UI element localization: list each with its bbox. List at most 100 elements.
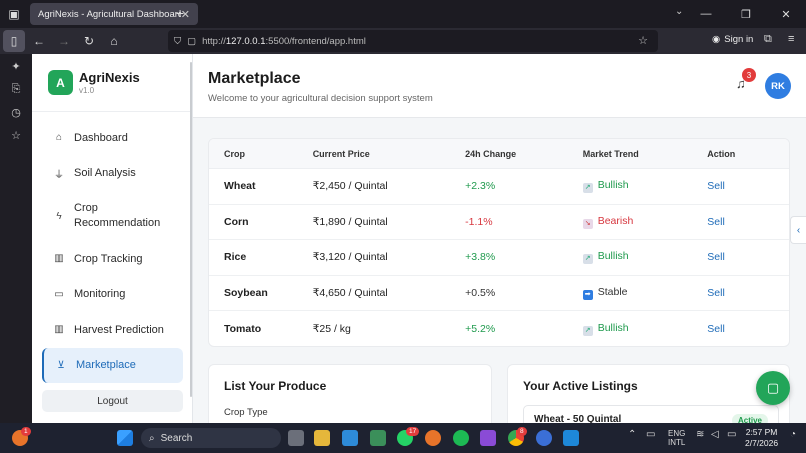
file-explorer-icon[interactable]: [314, 430, 330, 446]
sidebar-item-crop-recommendation[interactable]: ϟ Crop Recommendation: [42, 191, 183, 241]
crop-price: ₹3,120 / Quintal: [312, 251, 388, 264]
volume-icon[interactable]: ◁: [711, 429, 719, 440]
active-listings-card: Your Active Listings Wheat - 50 Quintal …: [507, 364, 790, 423]
crop-price: ₹25 / kg: [312, 322, 351, 335]
sidebar-toggle-icon[interactable]: ▯: [3, 30, 25, 52]
price-change: +0.5%: [465, 286, 496, 299]
window-controls: — ❐ ✕: [686, 0, 806, 28]
search-placeholder: Search: [160, 432, 193, 444]
firefox-icon[interactable]: [425, 430, 441, 446]
lang-code: ENG: [668, 429, 686, 438]
market-trend: Bearish: [597, 214, 634, 227]
crop-name: Rice: [224, 251, 247, 264]
chat-button[interactable]: ▢: [756, 371, 790, 405]
clock-time: 2:57 PM: [745, 427, 778, 437]
account-icon: ◉: [712, 34, 721, 45]
app-window: A AgriNexis v1.0 ⌂ Dashboard ⏚ Soil Anal…: [32, 54, 806, 423]
avatar[interactable]: RK: [765, 73, 791, 99]
sidebar-item-dashboard[interactable]: ⌂ Dashboard: [42, 120, 183, 156]
close-window-icon[interactable]: ✕: [781, 8, 791, 21]
card-title: Your Active Listings: [523, 379, 638, 393]
column-header: Market Trend: [582, 148, 639, 159]
chevron-down-icon[interactable]: ⌄: [675, 6, 684, 17]
synced-tabs-icon[interactable]: ⎘: [11, 83, 21, 95]
sidebar-item-marketplace[interactable]: ⊻ Marketplace: [42, 347, 183, 383]
url-bar[interactable]: ⛉ ▢ http://127.0.0.1:5500/frontend/app.h…: [168, 30, 658, 52]
table-header: Crop Current Price 24h Change Market Tre…: [209, 139, 789, 169]
chevron-up-icon[interactable]: ⌃: [628, 429, 637, 440]
notification-center-icon[interactable]: ◔: [790, 429, 797, 440]
sell-button[interactable]: Sell: [707, 180, 725, 193]
url-prefix: http://: [202, 35, 226, 47]
market-trend: Bullish: [597, 250, 629, 263]
market-trend: Bullish: [597, 179, 629, 192]
page-title: Marketplace: [208, 70, 301, 87]
status-badge: Active: [731, 414, 768, 423]
sell-button[interactable]: Sell: [707, 215, 725, 228]
soil-icon: ⏚: [54, 169, 64, 181]
page-icon: ▢: [187, 35, 197, 47]
trend-down-icon: ↘: [582, 218, 593, 229]
sell-button[interactable]: Sell: [707, 286, 725, 299]
wifi-icon[interactable]: ≋: [696, 429, 705, 440]
extensions-icon[interactable]: ⧉: [764, 33, 772, 45]
arrow-right-icon: ➡: [582, 289, 593, 300]
list-produce-card: List Your Produce Crop Type: [208, 364, 492, 423]
minimize-icon[interactable]: —: [700, 8, 712, 20]
ai-chat-icon[interactable]: ✦: [11, 61, 21, 73]
menu-icon[interactable]: ≡: [788, 33, 795, 45]
list-item[interactable]: Wheat - 50 Quintal Active: [523, 405, 779, 423]
bar-chart-icon: ▥: [54, 324, 64, 336]
new-tab-icon[interactable]: +: [176, 5, 185, 21]
crop-price: ₹1,890 / Quintal: [312, 215, 388, 228]
photos-icon[interactable]: [342, 430, 358, 446]
maximize-icon[interactable]: ❐: [741, 8, 751, 21]
windows-start-icon[interactable]: [117, 430, 133, 446]
store-icon[interactable]: [370, 430, 386, 446]
sidebar-item-harvest-prediction[interactable]: ▥ Harvest Prediction: [42, 312, 183, 348]
sidebar-scrollbar[interactable]: [190, 62, 192, 397]
search-icon: ⌕: [149, 432, 155, 444]
notification-bell-icon[interactable]: ♫: [736, 76, 746, 91]
side-panel-toggle[interactable]: ‹: [790, 216, 806, 244]
sidebar-item-crop-tracking[interactable]: ▥ Crop Tracking: [42, 241, 183, 277]
clock-date: 2/7/2026: [745, 438, 779, 448]
spotify-icon[interactable]: [453, 430, 469, 446]
bookmark-star-icon[interactable]: ☆: [638, 35, 648, 47]
shield-icon: ⛉: [174, 35, 182, 47]
browser-tab[interactable]: AgriNexis - Agricultural Dashboard ✕: [30, 3, 198, 25]
close-tab-icon[interactable]: ✕: [180, 8, 190, 21]
tab-list-icon[interactable]: ▣: [8, 7, 20, 21]
table-row: Tomato ₹25 / kg +5.2% ↗ Bullish Sell: [209, 311, 789, 346]
app-icon[interactable]: [536, 430, 552, 446]
chrome-badge: 8: [517, 427, 527, 436]
task-view-icon[interactable]: [288, 430, 304, 446]
home-icon[interactable]: ⌂: [110, 34, 118, 48]
sidebar-item-soil-analysis[interactable]: ⏚ Soil Analysis: [42, 156, 183, 192]
taskbar-search[interactable]: ⌕ Search: [141, 428, 281, 448]
column-header: 24h Change: [465, 148, 517, 159]
reload-icon[interactable]: ↻: [83, 34, 95, 48]
sell-button[interactable]: Sell: [707, 322, 725, 335]
clock[interactable]: 2:57 PM 2/7/2026: [745, 427, 778, 449]
logout-button[interactable]: Logout: [42, 390, 183, 412]
language-indicator[interactable]: ENG INTL: [668, 429, 685, 447]
history-icon[interactable]: ◷: [11, 107, 21, 119]
sidebar-item-monitoring[interactable]: ▭ Monitoring: [42, 277, 183, 313]
sell-button[interactable]: Sell: [707, 251, 725, 264]
bar-chart-icon: ▥: [54, 253, 64, 265]
crop-name: Corn: [224, 215, 249, 228]
divider: [32, 111, 192, 112]
keyboard-icon[interactable]: ▭: [646, 429, 656, 440]
crop-name: Soybean: [224, 286, 268, 299]
bookmarks-icon[interactable]: ☆: [11, 130, 21, 142]
forward-icon[interactable]: →: [58, 34, 70, 48]
table-row: Rice ₹3,120 / Quintal +3.8% ↗ Bullish Sel…: [209, 240, 789, 276]
brand-name: AgriNexis: [79, 70, 140, 85]
back-icon[interactable]: ←: [33, 34, 45, 48]
battery-icon[interactable]: ▭: [727, 429, 737, 440]
vscode-icon[interactable]: [563, 430, 579, 446]
notes-icon[interactable]: [480, 430, 496, 446]
sign-in-button[interactable]: ◉ Sign in: [712, 34, 753, 45]
sidebar-item-label: Crop Recommendation: [74, 202, 161, 229]
